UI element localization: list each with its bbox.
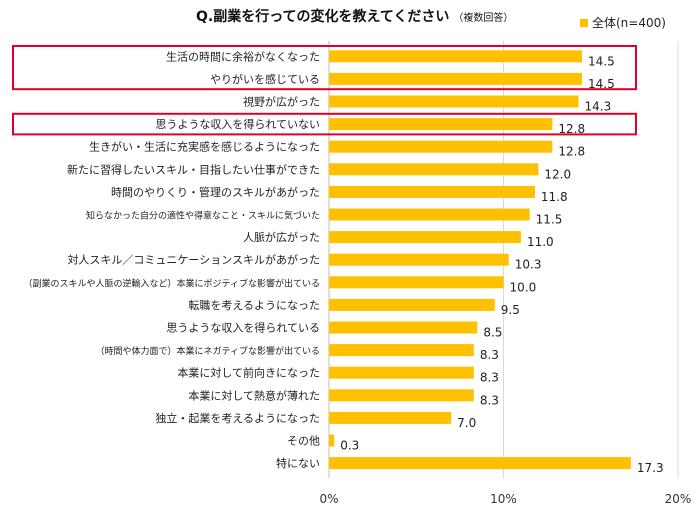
category-label: （時間や体力面で）本業にネガティブな影響が出ている bbox=[96, 345, 320, 357]
data-label: 10.0 bbox=[510, 280, 537, 294]
chart-title-text: Q.副業を行っての変化を教えてください bbox=[196, 9, 450, 25]
data-label: 11.8 bbox=[541, 190, 568, 204]
data-label: 12.0 bbox=[544, 167, 571, 181]
bar bbox=[329, 140, 553, 153]
category-label: 人脈が広がった bbox=[243, 230, 320, 244]
category-label: 特にない bbox=[276, 456, 320, 470]
bar bbox=[329, 366, 474, 379]
data-label: 12.8 bbox=[558, 145, 585, 159]
bar bbox=[329, 231, 521, 244]
bar bbox=[329, 344, 474, 357]
category-label: 生活の時間に余裕がなくなった bbox=[166, 49, 320, 63]
highlight-box bbox=[12, 112, 637, 136]
category-label: その他 bbox=[287, 435, 320, 448]
category-label: 視野が広がった bbox=[243, 95, 320, 109]
data-label: 10.3 bbox=[515, 258, 542, 272]
category-label: （副業のスキルや人脈の逆輸入など）本業にポジティブな影響が出ている bbox=[24, 277, 320, 289]
bar bbox=[329, 457, 631, 470]
bar bbox=[329, 321, 478, 334]
data-label: 11.0 bbox=[527, 235, 554, 249]
bar bbox=[329, 253, 509, 266]
x-tick-label: 0% bbox=[319, 492, 338, 506]
x-tick-label: 10% bbox=[490, 492, 517, 506]
x-tick-label: 20% bbox=[665, 492, 692, 506]
data-label: 11.5 bbox=[536, 213, 563, 227]
data-label: 8.3 bbox=[480, 371, 499, 385]
category-label: 思うような収入を得られている bbox=[166, 322, 320, 335]
bar bbox=[329, 72, 583, 85]
data-label: 8.3 bbox=[480, 348, 499, 362]
bar bbox=[329, 163, 539, 176]
category-label: 独立・起業を考えるようになった bbox=[155, 411, 320, 425]
bar bbox=[329, 185, 535, 198]
category-label: 新たに習得したいスキル・目指したい仕事ができた bbox=[67, 162, 320, 176]
data-label: 14.3 bbox=[585, 100, 612, 114]
category-label: 思うような収入を得られていない bbox=[155, 118, 320, 131]
chart-legend: 全体(n=400) bbox=[580, 14, 666, 31]
bar bbox=[329, 118, 553, 131]
category-label: 転職を考えるようになった bbox=[188, 299, 320, 312]
bar bbox=[329, 434, 335, 447]
bar bbox=[329, 389, 474, 402]
data-label: 17.3 bbox=[637, 461, 664, 475]
bar bbox=[329, 95, 579, 108]
category-label: 対人スキル／コミュニケーションスキルがあがった bbox=[67, 253, 320, 267]
category-label: 生きがい・生活に充実感を感じるようになった bbox=[89, 140, 320, 154]
data-label: 12.8 bbox=[558, 122, 585, 136]
category-label: 知らなかった自分の適性や得意なこと・スキルに気づいた bbox=[86, 210, 320, 222]
category-label: やりがいを感じている bbox=[210, 72, 320, 86]
category-label: 本業に対して前向きになった bbox=[177, 366, 320, 380]
bar bbox=[329, 50, 583, 63]
bar bbox=[329, 276, 504, 289]
bar bbox=[329, 411, 452, 424]
category-label: 時間のやりくり・管理のスキルがあがった bbox=[111, 185, 320, 199]
category-label: 本業に対して熱意が薄れた bbox=[188, 388, 320, 402]
highlight-box bbox=[12, 45, 637, 91]
data-label: 14.5 bbox=[588, 54, 615, 68]
legend-swatch bbox=[580, 18, 588, 27]
data-label: 8.3 bbox=[480, 393, 499, 407]
bar bbox=[329, 208, 530, 221]
chart-title: Q.副業を行っての変化を教えてください （複数回答） bbox=[196, 6, 513, 26]
data-label: 8.5 bbox=[483, 326, 502, 340]
chart-title-note: （複数回答） bbox=[453, 13, 514, 24]
data-label: 14.5 bbox=[588, 77, 615, 91]
data-label: 9.5 bbox=[501, 303, 520, 317]
data-label: 0.3 bbox=[340, 439, 359, 453]
legend-label: 全体(n=400) bbox=[592, 16, 666, 30]
bar bbox=[329, 298, 495, 311]
data-label: 7.0 bbox=[457, 416, 476, 430]
